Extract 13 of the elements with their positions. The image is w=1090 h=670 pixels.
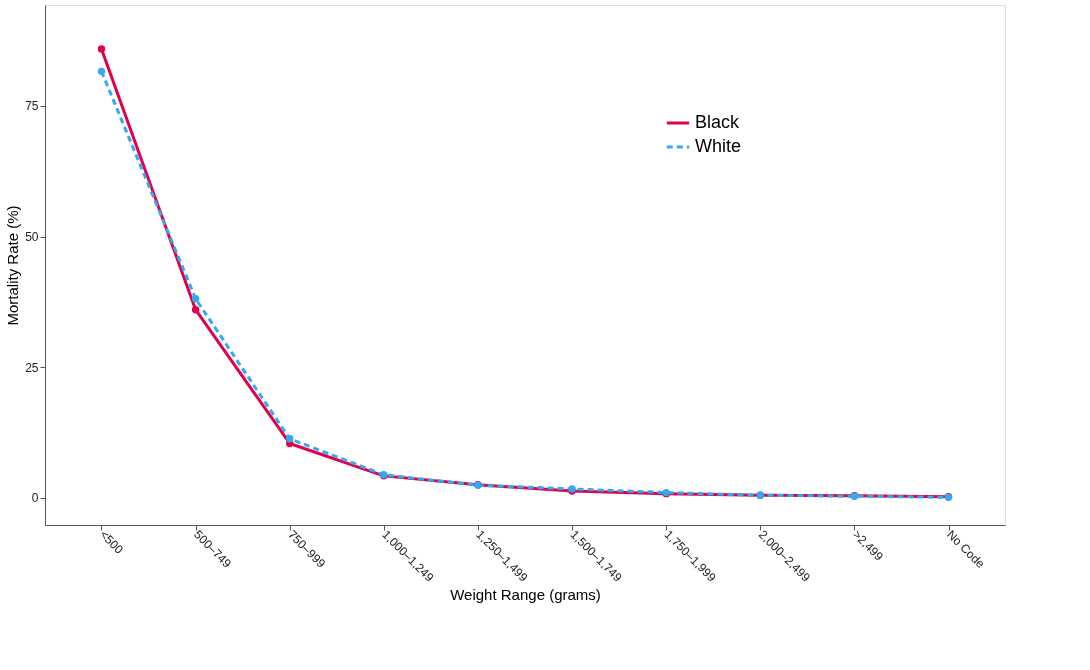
- legend-label: White: [695, 136, 742, 156]
- y-tick-label: 75: [25, 99, 39, 114]
- y-tick-label: 0: [31, 491, 39, 506]
- point: [97, 45, 106, 53]
- point: [286, 435, 294, 443]
- y-tick-label: 50: [25, 230, 39, 245]
- legend-label: Black: [695, 112, 741, 132]
- y-axis-title: Mortality Rate (%): [4, 205, 22, 326]
- point: [191, 295, 200, 303]
- y-tick-label: 25: [25, 360, 39, 375]
- point: [97, 67, 106, 76]
- point: [191, 305, 200, 314]
- x-axis-title: Weight Range (grams): [450, 585, 601, 603]
